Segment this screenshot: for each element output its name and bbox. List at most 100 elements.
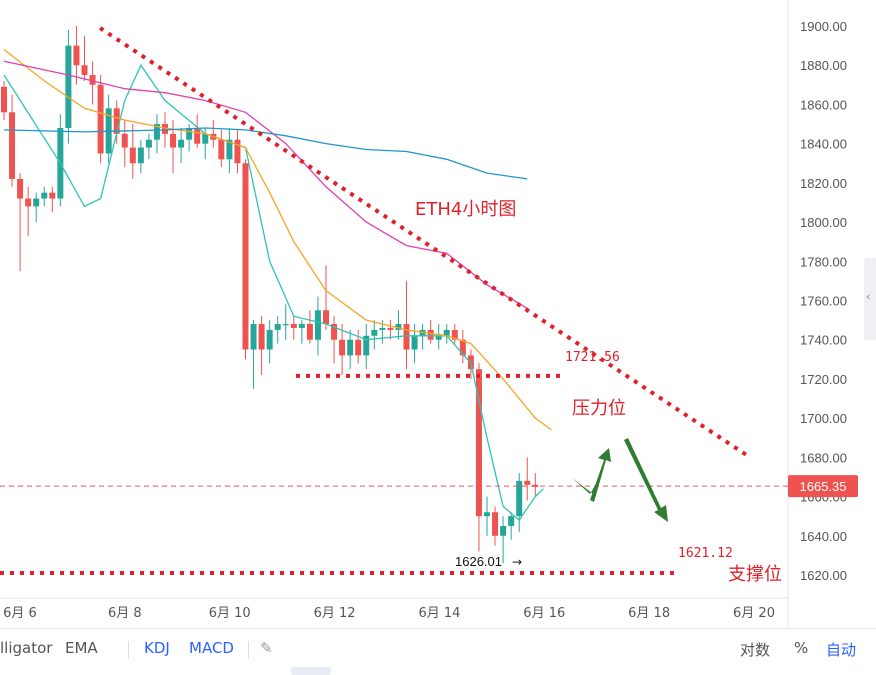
candle-body — [459, 339, 466, 356]
candle-body — [258, 324, 265, 350]
candle-body — [395, 324, 402, 330]
candle-body — [274, 324, 281, 330]
candle-body — [355, 339, 362, 356]
candle-body — [113, 108, 120, 134]
edit-icon[interactable]: ✎ — [260, 639, 273, 657]
candle-body — [153, 124, 160, 140]
alligator-indicator-button[interactable]: lligator — [0, 639, 53, 657]
toolbar-divider — [128, 641, 129, 659]
toolbar-divider — [248, 641, 249, 659]
candle-body — [137, 147, 144, 164]
y-tick-label: 1800.00 — [800, 215, 847, 230]
chart-title: ETH4小时图 — [415, 199, 516, 220]
auto-scale-button[interactable]: 自动 — [826, 641, 857, 659]
candle-body — [145, 139, 152, 148]
candle-body — [443, 329, 450, 336]
candle-body — [500, 525, 507, 536]
candle-body — [387, 327, 394, 330]
candle-body — [129, 147, 136, 164]
y-tick-label: 1680.00 — [800, 450, 847, 465]
y-tick-label: 1740.00 — [800, 333, 847, 348]
x-tick-label: 6月 16 — [523, 606, 565, 621]
indicator-toolbar: lligator EMA KDJ MACD ✎ 对数 % 自动 — [0, 628, 876, 675]
y-tick-label: 1840.00 — [800, 137, 847, 152]
candle-body — [427, 329, 434, 340]
kdj-indicator-button[interactable]: KDJ — [144, 639, 170, 657]
candle-body — [347, 339, 354, 356]
candle-body — [49, 192, 56, 199]
macd-indicator-button[interactable]: MACD — [189, 639, 234, 657]
y-tick-label: 1820.00 — [800, 176, 847, 191]
resistance-label: 压力位 — [572, 398, 626, 419]
x-tick-label: 6月 6 — [3, 606, 37, 621]
candle-body — [41, 192, 48, 199]
y-tick-label: 1900.00 — [800, 19, 847, 34]
ema-line — [3, 60, 528, 309]
x-tick-label: 6月 10 — [209, 606, 251, 621]
candle-body — [121, 133, 128, 148]
candle-body — [290, 324, 297, 328]
candle-body — [162, 124, 168, 134]
candle-body — [242, 163, 249, 350]
candle-body — [314, 310, 321, 340]
ema-line — [3, 48, 552, 431]
forecast-arrow-down-icon — [624, 438, 668, 522]
candle-body — [9, 112, 16, 179]
candle-body — [89, 75, 96, 85]
candle-body — [484, 512, 490, 517]
candle-body — [306, 324, 313, 340]
forecast-arrow-down-icon — [572, 478, 596, 496]
candle-body — [379, 327, 386, 330]
candle-body — [435, 335, 442, 340]
candle-body — [411, 335, 418, 350]
candle-body — [250, 324, 257, 350]
candle-body — [81, 65, 88, 76]
arrow-right-icon: → — [512, 555, 522, 569]
candle-body — [323, 310, 329, 325]
candle-body — [73, 45, 80, 66]
candle-body — [170, 133, 177, 148]
candle-body — [516, 480, 523, 517]
ema-line — [3, 63, 544, 522]
low-price-label: 1626.01 — [455, 554, 502, 569]
candle-body — [226, 139, 233, 160]
candle-body — [282, 324, 289, 326]
candle-body — [33, 198, 40, 207]
candle-body — [17, 178, 24, 199]
candle-body — [331, 324, 338, 340]
y-tick-label: 1760.00 — [800, 294, 847, 309]
candle-body — [339, 339, 346, 356]
current-price-tag — [788, 475, 858, 498]
candle-body — [403, 324, 410, 350]
x-tick-label: 6月 8 — [108, 606, 142, 621]
y-tick-label: 1620.00 — [800, 568, 847, 583]
ema-indicator-button[interactable]: EMA — [65, 639, 98, 657]
candle-body — [524, 480, 531, 485]
x-tick-label: 6月 14 — [418, 606, 460, 621]
candle-body — [65, 45, 72, 128]
chart-background — [0, 0, 876, 628]
candle-body — [363, 335, 370, 356]
candle-body — [508, 516, 515, 526]
y-tick-label: 1860.00 — [800, 97, 847, 112]
candle-body — [202, 133, 209, 144]
candle-body — [234, 139, 241, 164]
log-scale-button[interactable]: 对数 — [740, 641, 771, 659]
percent-scale-button[interactable]: % — [794, 639, 809, 657]
candle-body — [451, 329, 458, 340]
candle-body — [178, 139, 185, 148]
candle-body — [298, 324, 305, 328]
candle-body — [97, 84, 104, 154]
y-tick-label: 1720.00 — [800, 372, 847, 387]
horizontal-scrollbar[interactable] — [291, 667, 331, 675]
candle-body — [194, 127, 201, 144]
candle-body — [266, 329, 273, 350]
candle-body — [475, 369, 482, 517]
y-tick-label: 1880.00 — [800, 58, 847, 73]
collapse-side-button[interactable]: ‹ — [864, 258, 876, 340]
y-tick-label: 1780.00 — [800, 254, 847, 269]
support-value: 1621.12 — [678, 546, 733, 561]
x-tick-label: 6月 20 — [733, 606, 775, 621]
candlestick-chart[interactable]: 1900.00 1880.00 1860.00 1840.00 1820.00 1800.… — [0, 0, 876, 628]
candle-body — [1, 86, 7, 113]
